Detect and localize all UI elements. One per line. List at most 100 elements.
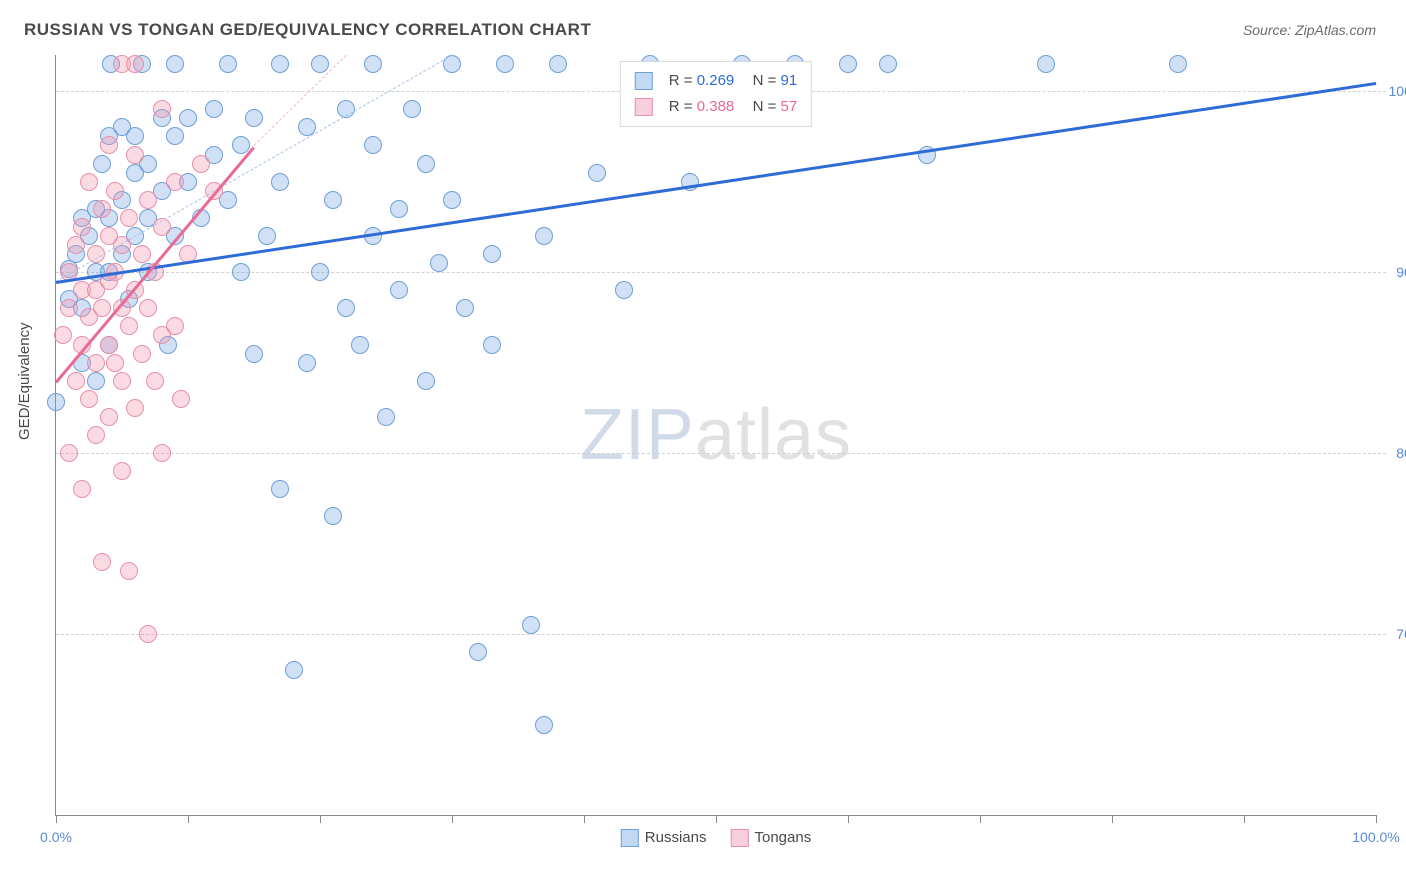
data-point [285,661,303,679]
y-tick-label: 80.0% [1384,445,1406,461]
data-point [615,281,633,299]
data-point [522,616,540,634]
stats-swatch [635,72,653,90]
data-point [126,146,144,164]
chart-title: RUSSIAN VS TONGAN GED/EQUIVALENCY CORREL… [24,20,591,40]
data-point [377,408,395,426]
watermark: ZIPatlas [580,394,852,476]
stats-r: R = 0.388 [669,94,734,120]
data-point [126,55,144,73]
data-point [87,354,105,372]
x-tick [716,815,717,823]
data-point [483,245,501,263]
y-tick-label: 100.0% [1384,83,1406,99]
data-point [120,562,138,580]
data-point [120,209,138,227]
y-tick-label: 90.0% [1384,264,1406,280]
data-point [245,345,263,363]
legend-label: Tongans [754,829,811,846]
data-point [80,173,98,191]
x-tick [1376,815,1377,823]
data-point [298,354,316,372]
x-tick [452,815,453,823]
data-point [126,399,144,417]
stats-r: R = 0.269 [669,68,734,94]
data-point [232,263,250,281]
x-tick [320,815,321,823]
scatter-plot: ZIPatlas 70.0%80.0%90.0%100.0%0.0%100.0%… [55,55,1376,816]
data-point [417,372,435,390]
data-point [60,299,78,317]
watermark-zip: ZIP [580,395,695,475]
stats-row: R = 0.388 N = 57 [635,94,797,120]
data-point [271,55,289,73]
data-point [1037,55,1055,73]
data-point [430,254,448,272]
data-point [100,336,118,354]
data-point [324,507,342,525]
stats-n: N = 57 [744,94,797,120]
legend-item: Russians [621,829,707,847]
x-tick [848,815,849,823]
data-point [126,127,144,145]
data-point [139,299,157,317]
data-point [93,299,111,317]
data-point [456,299,474,317]
stats-row: R = 0.269 N = 91 [635,68,797,94]
data-point [166,55,184,73]
data-point [245,109,263,127]
data-point [271,173,289,191]
data-point [443,191,461,209]
data-point [258,227,276,245]
data-point [87,372,105,390]
data-point [100,136,118,154]
data-point [106,182,124,200]
data-point [153,444,171,462]
data-point [192,155,210,173]
data-point [1169,55,1187,73]
stats-box: R = 0.269 N = 91R = 0.388 N = 57 [620,61,812,127]
x-tick-label: 0.0% [40,829,72,845]
data-point [166,173,184,191]
data-point [390,200,408,218]
data-point [100,408,118,426]
data-point [139,625,157,643]
legend: Russians Tongans [621,829,811,847]
data-point [113,372,131,390]
data-point [469,643,487,661]
data-point [73,480,91,498]
y-axis-label: GED/Equivalency [16,322,33,440]
data-point [47,393,65,411]
data-point [879,55,897,73]
data-point [146,372,164,390]
data-point [54,326,72,344]
data-point [337,299,355,317]
stats-swatch [635,98,653,116]
gridline [56,634,1386,635]
data-point [839,55,857,73]
data-point [205,100,223,118]
data-point [139,191,157,209]
x-tick [188,815,189,823]
data-point [172,390,190,408]
data-point [60,444,78,462]
data-point [219,55,237,73]
data-point [496,55,514,73]
data-point [67,236,85,254]
data-point [549,55,567,73]
trend-line [56,55,452,282]
data-point [166,317,184,335]
data-point [153,100,171,118]
x-tick-label: 100.0% [1352,829,1399,845]
data-point [73,218,91,236]
data-point [271,480,289,498]
data-point [311,55,329,73]
data-point [133,345,151,363]
data-point [535,716,553,734]
data-point [166,127,184,145]
x-tick [56,815,57,823]
data-point [403,100,421,118]
data-point [179,109,197,127]
data-point [93,155,111,173]
legend-label: Russians [645,829,707,846]
